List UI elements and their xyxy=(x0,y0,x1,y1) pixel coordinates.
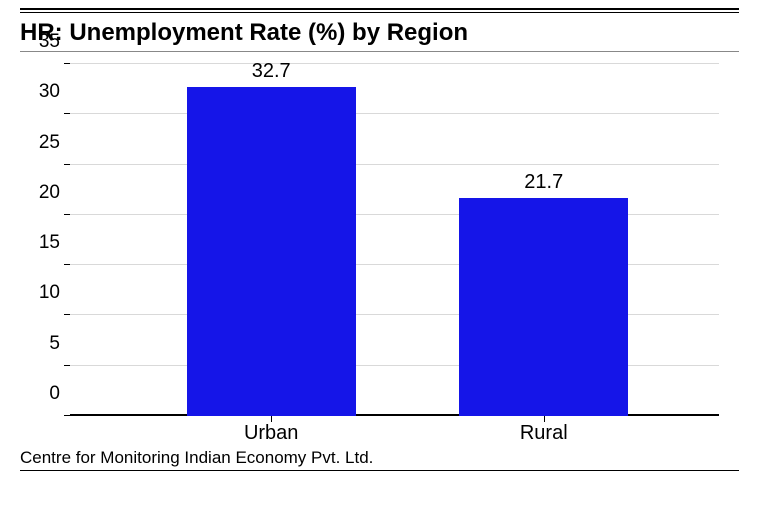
bar-value-label: 21.7 xyxy=(524,171,563,194)
y-tick-mark xyxy=(64,164,70,165)
y-tick-mark xyxy=(64,264,70,265)
y-tick-label: 10 xyxy=(20,282,60,304)
bar-value-label: 32.7 xyxy=(252,60,291,83)
y-tick-mark xyxy=(64,63,70,64)
bottom-border xyxy=(20,470,739,471)
y-tick-label: 20 xyxy=(20,182,60,204)
x-tick-label: Rural xyxy=(520,422,568,445)
title-underline xyxy=(20,51,739,52)
y-tick-label: 15 xyxy=(20,232,60,254)
y-tick-label: 35 xyxy=(20,31,60,53)
chart-title: HR: Unemployment Rate (%) by Region xyxy=(20,19,739,47)
y-tick-label: 5 xyxy=(20,333,60,355)
y-tick-mark xyxy=(64,365,70,366)
y-tick-label: 30 xyxy=(20,81,60,103)
y-tick-label: 25 xyxy=(20,132,60,154)
grid-line xyxy=(70,113,719,114)
grid-line xyxy=(70,164,719,165)
y-tick-label: 0 xyxy=(20,383,60,405)
grid-line xyxy=(70,63,719,64)
bar: 21.7 xyxy=(459,198,628,416)
y-tick-mark xyxy=(64,113,70,114)
y-tick-mark xyxy=(64,314,70,315)
plot-region: 0510152025303532.7Urban21.7Rural xyxy=(70,64,719,416)
chart-container: HR: Unemployment Rate (%) by Region 0510… xyxy=(20,8,739,509)
top-border-light xyxy=(20,12,739,13)
bar: 32.7 xyxy=(187,87,356,416)
top-border-heavy xyxy=(20,8,739,10)
y-tick-mark xyxy=(64,214,70,215)
x-tick-label: Urban xyxy=(244,422,298,445)
chart-area: 0510152025303532.7Urban21.7Rural xyxy=(20,56,739,446)
chart-source: Centre for Monitoring Indian Economy Pvt… xyxy=(20,448,739,468)
